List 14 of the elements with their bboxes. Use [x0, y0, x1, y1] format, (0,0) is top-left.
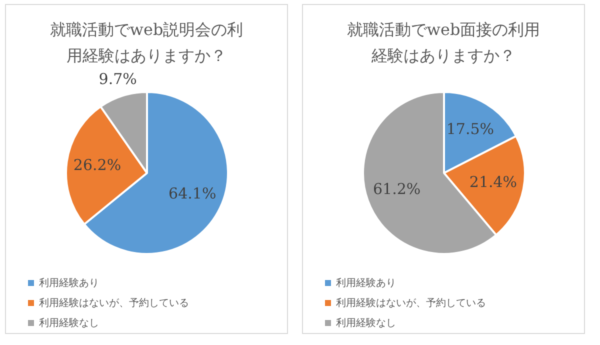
legend-label: 利用経験はないが、予約している [39, 296, 189, 310]
data-label: 9.7% [98, 70, 136, 88]
data-label: 21.4% [468, 172, 517, 191]
legend-label: 利用経験はないが、予約している [336, 296, 486, 310]
data-label: 64.1% [168, 184, 216, 202]
data-label: 26.2% [72, 156, 121, 174]
legend-label: 利用経験あり [336, 276, 396, 290]
legend-label: 利用経験あり [39, 276, 99, 290]
data-label: 17.5% [446, 120, 494, 138]
data-label: 61.2% [372, 180, 420, 198]
legend-label: 利用経験なし [336, 316, 396, 330]
chart-title: 就職活動でweb説明会の利用経験はありますか？ [48, 19, 244, 67]
chart-title: 就職活動でweb面接の利用経験はありますか？ [346, 19, 542, 67]
legend-label: 利用経験なし [39, 316, 99, 330]
